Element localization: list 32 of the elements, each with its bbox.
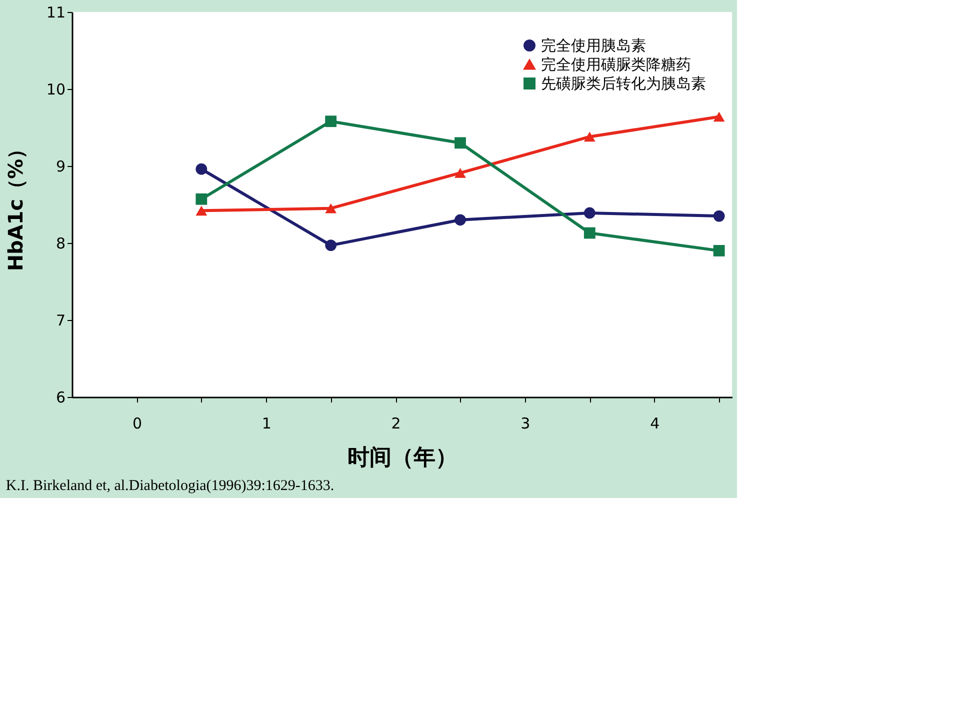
y-tick-label: 8	[56, 234, 66, 252]
text: K.I. Birkeland et, al.Diabetologia(1996)39:1629-1633.	[6, 478, 334, 494]
point	[196, 163, 208, 175]
point	[454, 137, 466, 149]
point	[713, 210, 725, 222]
point	[325, 240, 337, 251]
point	[584, 227, 596, 239]
point	[584, 132, 596, 142]
point	[454, 168, 466, 178]
y-axis-title: HbA1c（%）	[3, 138, 28, 272]
x-tick-label: 2	[391, 414, 401, 432]
y-tick-label: 9	[56, 158, 66, 176]
point	[196, 193, 208, 205]
point	[713, 245, 725, 256]
y-tick-label: 7	[56, 312, 66, 330]
x-tick-label: 4	[650, 414, 660, 432]
point	[325, 203, 337, 214]
x-tick-label: 0	[132, 414, 142, 432]
y-tick-label: 10	[46, 80, 66, 98]
point	[454, 214, 466, 226]
y-tick-label: 6	[56, 388, 66, 406]
x-tick-label: 3	[520, 414, 530, 432]
point	[196, 206, 208, 216]
x-axis-title: 时间（年）	[348, 446, 458, 470]
legend-label: 完全使用磺脲类降糖药	[541, 56, 691, 74]
x-tick-label: 1	[262, 414, 272, 432]
point	[713, 112, 725, 122]
point	[584, 207, 596, 219]
legend-label: 完全使用胰岛素	[541, 36, 646, 54]
legend-label: 先磺脲类后转化为胰岛素	[541, 74, 706, 92]
point	[325, 116, 337, 128]
y-tick-label: 11	[46, 4, 66, 22]
